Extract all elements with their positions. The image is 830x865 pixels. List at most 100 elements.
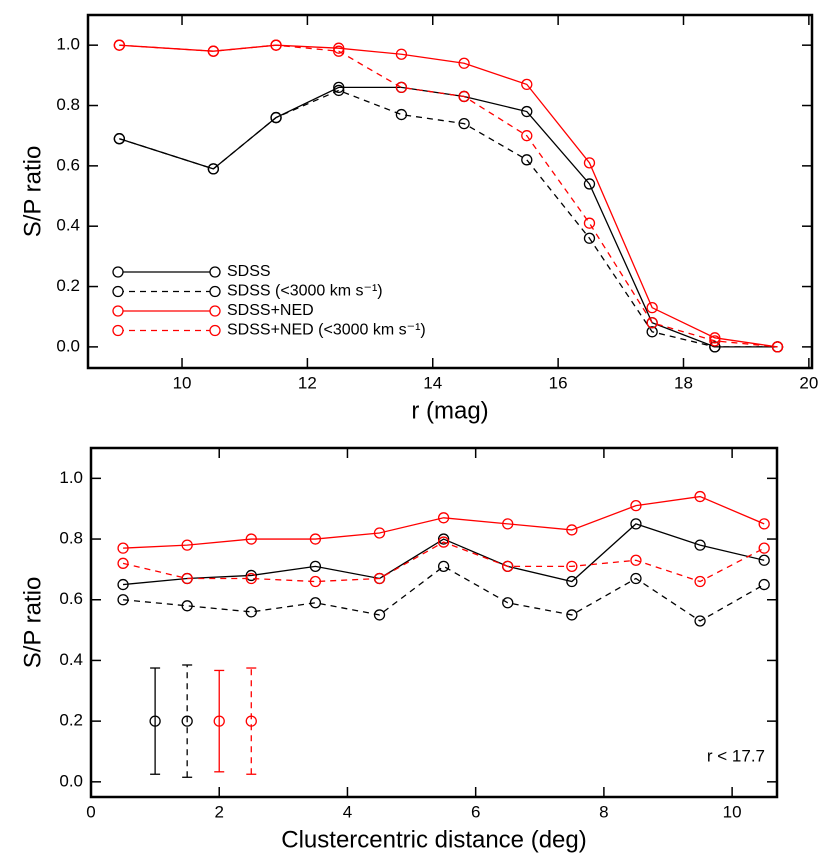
y-tick-label: 0.8	[59, 529, 83, 548]
point	[583, 232, 596, 244]
legend-label: SDSS (<3000 km s⁻¹)	[227, 283, 383, 300]
point	[333, 42, 345, 54]
y-tick-label: 1.0	[59, 468, 83, 487]
legend-label: SDSS	[227, 263, 271, 280]
x-tick-label: 20	[799, 373, 818, 392]
point	[630, 500, 642, 512]
legend-marker	[209, 285, 221, 298]
legend-label: SDSS+NED (<3000 km s⁻¹)	[227, 322, 426, 339]
point	[566, 575, 578, 588]
x-tick-label: 0	[86, 802, 95, 821]
point	[270, 111, 282, 124]
y-tick-label: 0.4	[56, 216, 80, 235]
point	[181, 539, 193, 551]
point	[117, 542, 129, 554]
x-tick-label: 4	[343, 802, 352, 821]
x-tick-label: 6	[471, 802, 480, 821]
point	[694, 615, 706, 627]
point	[458, 90, 470, 103]
point	[630, 572, 642, 585]
point	[758, 518, 770, 530]
point	[521, 105, 533, 118]
y-tick-label: 0.2	[59, 711, 83, 730]
point	[373, 527, 386, 539]
annotation: r < 17.7	[707, 746, 765, 765]
point	[437, 536, 450, 548]
legend-marker	[209, 305, 221, 317]
x-tick-label: 12	[298, 373, 317, 392]
point	[207, 45, 220, 57]
point	[758, 554, 770, 566]
series-line	[122, 565, 765, 622]
point	[646, 302, 658, 314]
x-tick-label: 10	[173, 373, 192, 392]
point	[207, 163, 220, 175]
point	[502, 597, 514, 609]
y-tick-label: 0.8	[56, 95, 80, 114]
error-point	[181, 715, 193, 727]
point	[758, 542, 770, 554]
legend-marker	[209, 324, 221, 337]
point	[521, 130, 533, 142]
point	[395, 108, 408, 121]
legend-marker	[112, 305, 124, 317]
point	[502, 560, 514, 573]
point	[771, 341, 784, 353]
point	[630, 554, 642, 566]
x-axis-label: r (mag)	[411, 397, 488, 424]
point	[709, 341, 721, 353]
point	[502, 518, 514, 530]
legend-marker	[112, 324, 124, 337]
point	[117, 594, 129, 606]
series-line	[119, 44, 778, 348]
point	[583, 217, 596, 229]
plot-frame	[89, 446, 779, 799]
point	[309, 597, 322, 609]
point	[117, 578, 129, 591]
series-line	[119, 89, 778, 348]
point	[437, 533, 450, 545]
point	[566, 609, 578, 621]
error-point	[213, 715, 225, 727]
legend-marker	[209, 266, 221, 278]
series-line	[122, 523, 765, 586]
point	[309, 533, 322, 545]
point	[646, 317, 658, 329]
x-tick-label: 2	[214, 802, 223, 821]
point	[373, 572, 386, 585]
point	[245, 533, 257, 545]
point	[566, 560, 578, 573]
legend-marker	[112, 285, 124, 298]
x-tick-label: 14	[423, 373, 442, 392]
point	[758, 578, 770, 591]
point	[458, 117, 470, 130]
point	[694, 575, 706, 588]
point	[694, 490, 706, 503]
point	[709, 335, 721, 347]
error-point	[245, 715, 257, 727]
series-line	[123, 495, 765, 549]
point	[113, 39, 125, 51]
point	[521, 154, 533, 166]
y-tick-label: 0.6	[56, 155, 80, 174]
point	[566, 524, 578, 536]
point	[646, 326, 658, 338]
y-tick-label: 0.6	[59, 589, 83, 608]
point	[245, 572, 257, 585]
point	[630, 518, 642, 530]
point	[437, 560, 450, 573]
y-axis-label: S/P ratio	[19, 146, 46, 238]
point	[333, 81, 345, 94]
error-point	[149, 715, 161, 727]
point	[395, 81, 408, 94]
y-tick-label: 0.2	[56, 276, 80, 295]
point	[181, 572, 193, 585]
x-tick-label: 10	[723, 802, 742, 821]
point	[583, 157, 596, 169]
series-line	[119, 44, 778, 348]
y-tick-label: 0.0	[56, 336, 80, 355]
y-axis-label: S/P ratio	[19, 577, 46, 669]
point	[333, 84, 345, 97]
point	[113, 133, 125, 145]
